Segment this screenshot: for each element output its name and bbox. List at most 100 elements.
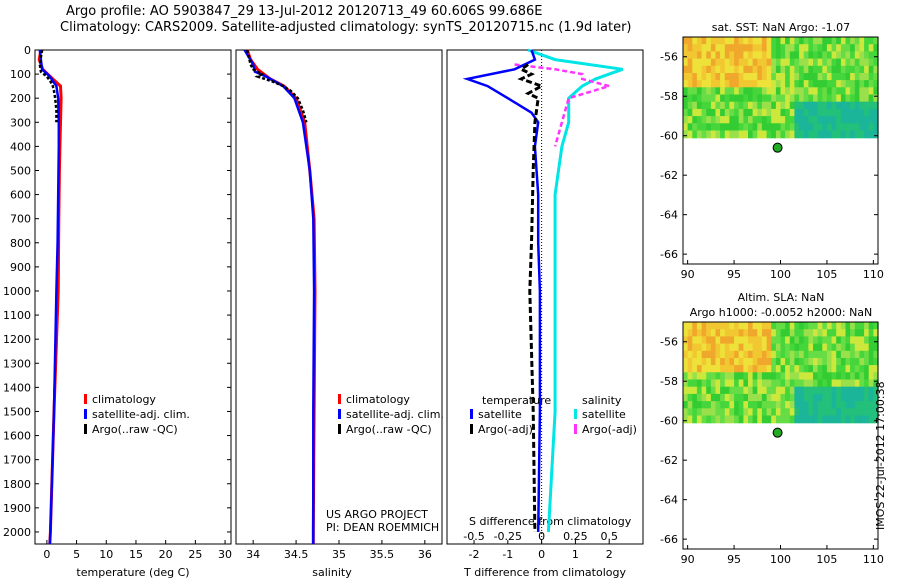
heatmap-cell: [761, 401, 768, 409]
heatmap-cell: [724, 365, 730, 373]
heatmap-cell: [831, 51, 837, 60]
heatmap-cell: [831, 101, 837, 110]
heatmap-cell: [789, 408, 795, 417]
heatmap-cell: [734, 108, 740, 117]
heatmap-cell: [794, 415, 800, 424]
heatmap-cell: [845, 73, 851, 81]
heatmap-cell: [799, 372, 805, 381]
heatmap-cell: [822, 350, 828, 359]
heatmap-cell: [808, 393, 814, 402]
heatmap-cell: [692, 73, 698, 81]
heatmap-cell: [743, 87, 749, 96]
heatmap-cell: [720, 116, 726, 124]
heatmap-cell: [813, 408, 819, 417]
heatmap-cell: [864, 116, 870, 124]
s-tick-label: -0.25: [494, 530, 522, 543]
heatmap-cell: [831, 408, 837, 417]
heatmap-cell: [729, 358, 735, 366]
heatmap-cell: [840, 343, 847, 352]
heatmap-cell: [757, 365, 763, 373]
heatmap-cell: [831, 365, 837, 373]
heatmap-cell: [715, 322, 721, 330]
heatmap-cell: [789, 116, 795, 124]
heatmap-cell: [840, 336, 847, 345]
heatmap-cell: [789, 322, 795, 330]
heatmap-cell: [748, 401, 754, 409]
heatmap-cell: [710, 44, 717, 52]
s-tick-label: -0.5: [463, 530, 484, 543]
heatmap-cell: [683, 44, 689, 52]
heatmap-cell: [794, 372, 800, 381]
heatmap-cell: [706, 44, 712, 52]
heatmap-cell: [771, 65, 777, 74]
sst-map-title: sat. SST: NaN Argo: -1.07: [712, 21, 850, 34]
heatmap-cell: [757, 386, 763, 395]
heatmap-cell: [743, 44, 749, 52]
heatmap-cell: [859, 37, 865, 45]
heatmap-cell: [734, 408, 740, 417]
heatmap-cell: [854, 329, 860, 337]
heatmap-cell: [826, 372, 833, 381]
heatmap-cell: [789, 379, 795, 388]
x-tick-label: 0: [538, 548, 545, 561]
heatmap-cell: [808, 51, 814, 60]
heatmap-cell: [701, 350, 707, 359]
heatmap-cell: [710, 365, 717, 373]
x-tick-label: 105: [816, 553, 837, 566]
heatmap-cell: [724, 58, 730, 67]
heatmap-cell: [683, 94, 689, 103]
heatmap-cell: [738, 44, 744, 52]
heatmap-cell: [720, 130, 726, 139]
heatmap-cell: [715, 343, 721, 352]
heatmap-cell: [724, 101, 730, 110]
heatmap-cell: [785, 415, 791, 424]
heatmap-cell: [743, 101, 749, 110]
heatmap-cell: [738, 386, 744, 395]
t-argo-line: [517, 63, 546, 533]
sla-map-title: Argo h1000: -0.0052 h2000: NaN: [690, 306, 873, 319]
heatmap-cell: [696, 87, 703, 96]
heatmap-cell: [836, 130, 842, 139]
argo-line: [245, 49, 308, 123]
heatmap-cell: [789, 101, 795, 110]
heatmap-cell: [752, 393, 758, 402]
heatmap-cell: [799, 322, 805, 330]
heatmap-cell: [734, 37, 740, 45]
heatmap-cell: [850, 87, 856, 96]
heatmap-cell: [701, 58, 707, 67]
heatmap-cell: [775, 372, 782, 381]
heatmap-cell: [850, 365, 856, 373]
heatmap-cell: [775, 94, 782, 103]
heatmap-cell: [854, 379, 860, 388]
heatmap-cell: [696, 51, 703, 60]
heatmap-cell: [854, 37, 860, 45]
heatmap-cell: [766, 44, 772, 52]
heatmap-cell: [761, 87, 768, 96]
heatmap-cell: [845, 336, 851, 345]
heatmap-cell: [799, 37, 805, 45]
heatmap-cell: [813, 44, 819, 52]
heatmap-cell: [692, 44, 698, 52]
heatmap-cell: [850, 58, 856, 67]
heatmap-cell: [831, 386, 837, 395]
heatmap-cell: [868, 123, 874, 132]
heatmap-cell: [836, 108, 842, 117]
heatmap-cell: [845, 123, 851, 132]
heatmap-cell: [724, 94, 730, 103]
legend-swatch: [338, 409, 341, 419]
heatmap-cell: [706, 350, 712, 359]
s-satellite-line: [527, 48, 624, 533]
heatmap-cell: [813, 80, 819, 88]
heatmap-cell: [692, 393, 698, 402]
heatmap-cell: [840, 322, 847, 330]
x-tick-label: 34: [246, 548, 260, 561]
heatmap-cell: [692, 386, 698, 395]
heatmap-cell: [850, 408, 856, 417]
heatmap-cell: [864, 73, 870, 81]
heatmap-cell: [868, 73, 874, 81]
heatmap-cell: [724, 108, 730, 117]
heatmap-cell: [771, 350, 777, 359]
y-tick-label: 1900: [3, 502, 31, 515]
y-tick-label: 1100: [3, 309, 31, 322]
heatmap-cell: [808, 408, 814, 417]
